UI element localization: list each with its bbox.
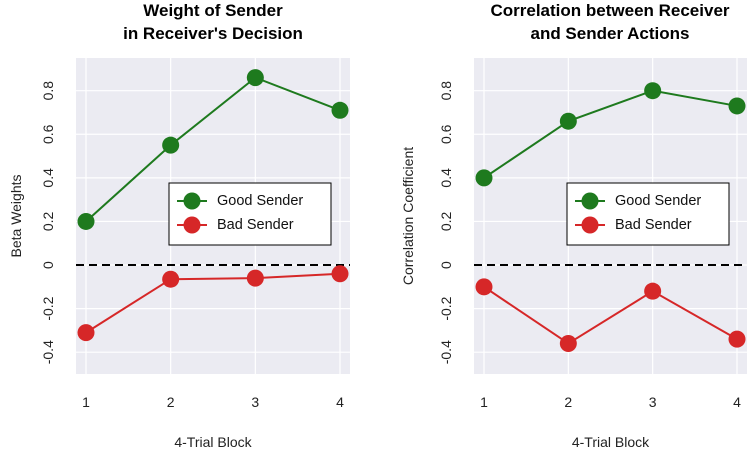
y-tick-label: 0.2	[438, 212, 454, 232]
legend-box	[168, 182, 332, 246]
data-point-good-sender	[644, 82, 662, 100]
data-point-good-sender	[728, 97, 746, 115]
x-axis-label: 4-Trial Block	[174, 434, 252, 449]
legend-label: Bad Sender	[217, 217, 294, 233]
data-point-bad-sender	[162, 270, 180, 288]
data-point-bad-sender	[475, 278, 493, 296]
y-tick-label: 0.2	[40, 212, 56, 232]
y-axis-label: Beta Weights	[8, 174, 24, 257]
series-line-bad-sender	[483, 285, 738, 345]
legend: Good Sender Bad Sender	[566, 182, 730, 246]
x-tick-label: 3	[649, 394, 657, 410]
y-tick-label: 0	[40, 261, 56, 269]
y-tick-label: 0.4	[438, 168, 454, 188]
data-point-good-sender	[162, 136, 180, 154]
y-tick-label: 0.6	[40, 124, 56, 144]
y-tick-label: 0.8	[438, 81, 454, 101]
y-tick-label: -0.2	[40, 296, 56, 320]
data-point-good-sender	[77, 212, 95, 230]
data-point-good-sender	[246, 69, 264, 87]
y-tick-label: -0.4	[40, 340, 56, 364]
x-tick-label: 1	[480, 394, 488, 410]
chart-title-line: Weight of Sender	[143, 1, 283, 20]
data-point-good-sender	[331, 101, 349, 119]
chart-title-line: Correlation between Receiver	[490, 1, 729, 20]
data-point-good-sender	[475, 169, 493, 187]
data-point-bad-sender	[331, 265, 349, 283]
chart-title-line: in Receiver's Decision	[123, 24, 303, 43]
x-tick-label: 2	[564, 394, 572, 410]
data-point-bad-sender	[644, 282, 662, 300]
x-tick-label: 1	[82, 394, 90, 410]
legend-label: Good Sender	[615, 193, 701, 209]
legend-marker	[183, 192, 201, 210]
y-tick-label: 0.8	[40, 81, 56, 101]
legend-label: Good Sender	[217, 193, 303, 209]
legend: Good Sender Bad Sender	[168, 182, 332, 246]
data-point-bad-sender	[559, 334, 577, 352]
y-tick-label: -0.2	[438, 296, 454, 320]
data-point-good-sender	[559, 112, 577, 130]
x-axis-label: 4-Trial Block	[572, 434, 650, 449]
chart-title-line: and Sender Actions	[530, 24, 689, 43]
x-tick-label: 4	[733, 394, 741, 410]
data-point-bad-sender	[246, 269, 264, 287]
x-tick-label: 4	[336, 394, 344, 410]
series-line-good-sender	[483, 89, 738, 179]
legend-box	[566, 182, 730, 246]
chart-panel-1: -0.4 -0.2 0 0.2 0.4 0.6 0.8 1 2 3 4 4-Trial Block Be…	[8, 1, 350, 449]
series-line-bad-sender	[85, 272, 341, 334]
legend-marker	[581, 192, 599, 210]
y-tick-label: 0.4	[40, 168, 56, 188]
legend-marker	[183, 216, 201, 234]
legend-label: Bad Sender	[615, 217, 692, 233]
y-tick-label: 0	[438, 261, 454, 269]
data-point-bad-sender	[77, 324, 95, 342]
x-tick-label: 3	[251, 394, 259, 410]
x-tick-label: 2	[167, 394, 175, 410]
series-line-good-sender	[85, 76, 341, 223]
legend-marker	[581, 216, 599, 234]
y-axis-label: Correlation Coefficient	[400, 147, 416, 285]
y-tick-label: 0.6	[438, 124, 454, 144]
y-tick-label: -0.4	[438, 340, 454, 364]
data-point-bad-sender	[728, 330, 746, 348]
chart-panel-2: -0.4 -0.2 0 0.2 0.4 0.6 0.8 1 2 3 4 4-Trial Block Co…	[400, 1, 747, 449]
